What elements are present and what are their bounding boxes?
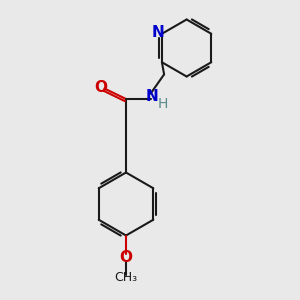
Text: CH₃: CH₃	[114, 271, 138, 284]
Text: N: N	[152, 25, 165, 40]
Text: O: O	[94, 80, 107, 94]
Text: H: H	[158, 98, 168, 111]
Text: O: O	[119, 250, 133, 265]
Text: N: N	[146, 89, 158, 104]
